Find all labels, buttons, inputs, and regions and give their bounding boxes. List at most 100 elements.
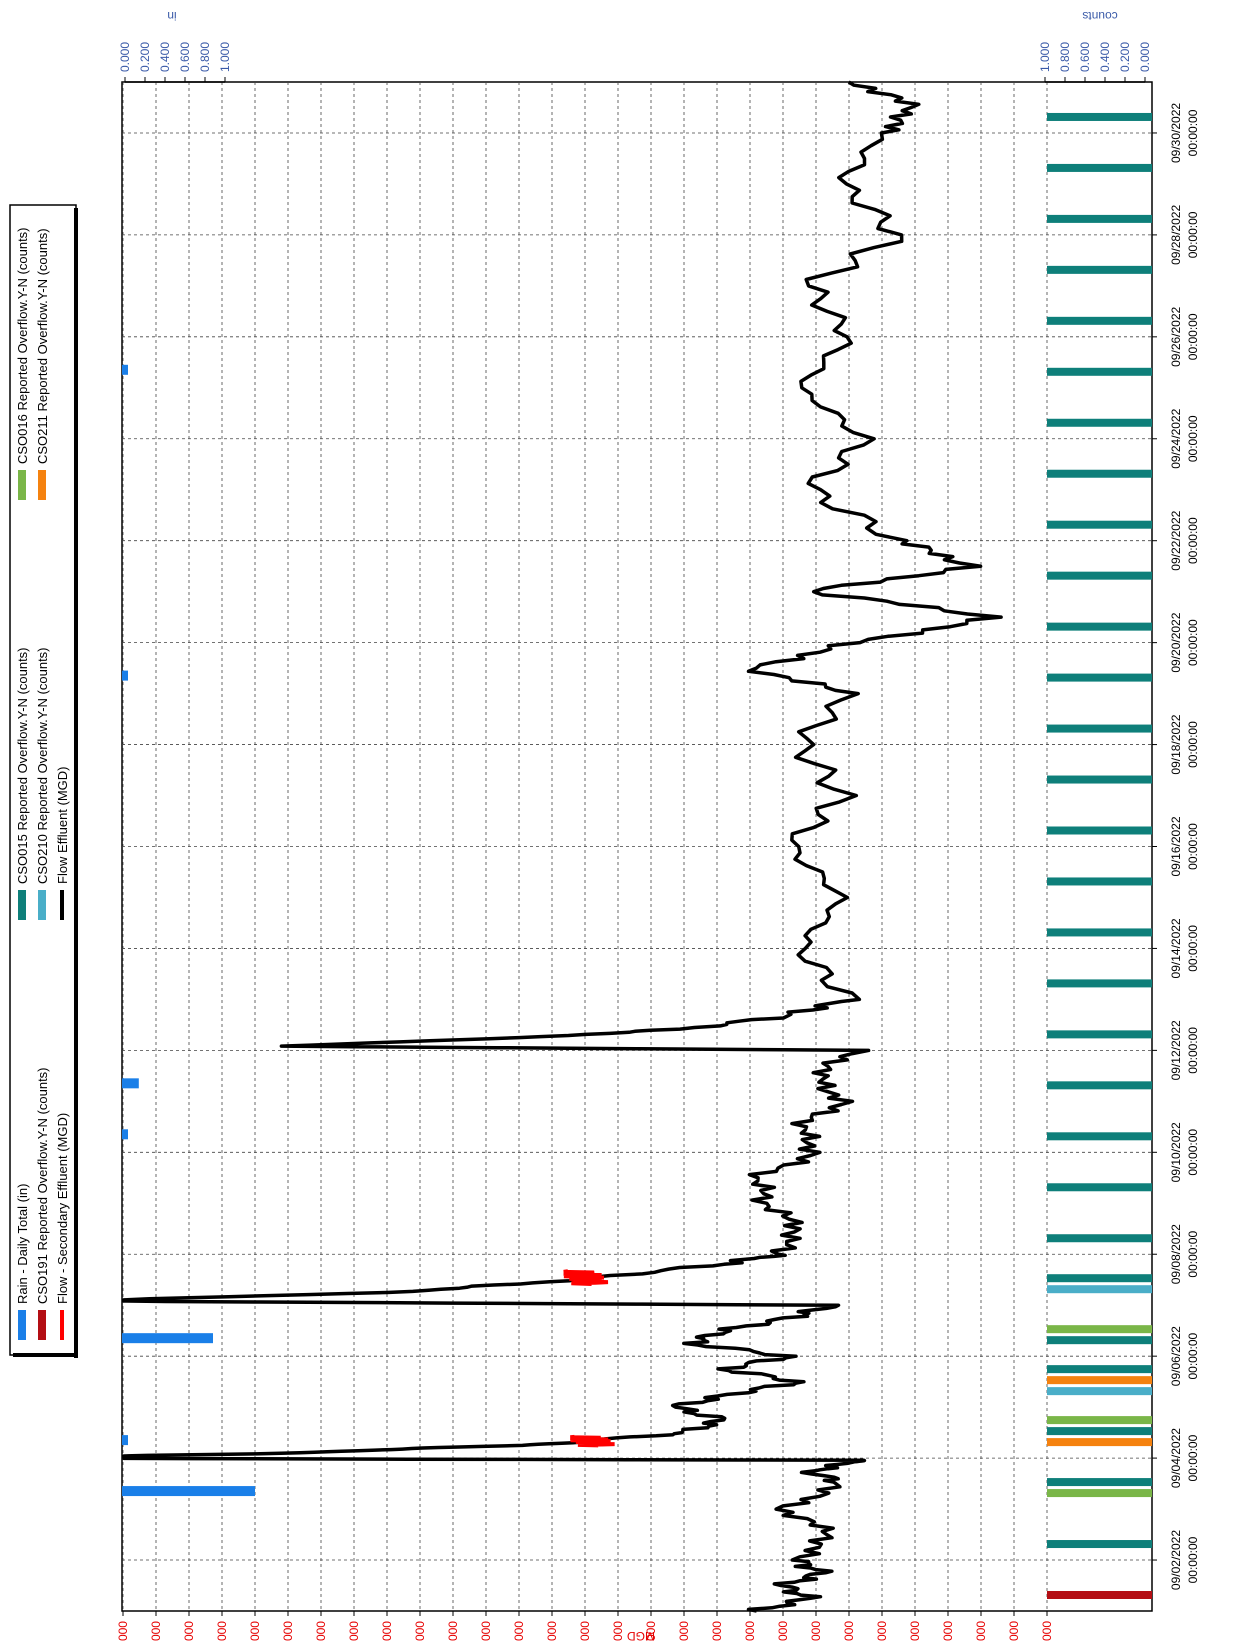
overflow-bar (1047, 418, 1152, 427)
flow-tick-label: 110.000 (677, 1621, 691, 1642)
time-tick-date: 09/08/2022 (1169, 1224, 1183, 1284)
legend-swatch (18, 890, 26, 920)
flow-tick-label: 180.000 (446, 1621, 460, 1642)
flow-tick-label: 280.000 (116, 1621, 130, 1642)
overflow-bar (1047, 1183, 1152, 1192)
time-tick-date: 09/22/2022 (1169, 510, 1183, 570)
time-tick-date: 09/26/2022 (1169, 306, 1183, 366)
flow-tick-label: 10.000 (1007, 1621, 1021, 1642)
flow-tick-label: 100.000 (710, 1621, 724, 1642)
series-flow-effluent (122, 80, 1003, 1613)
flow-tick-label: 20.000 (974, 1621, 988, 1642)
time-tick-time: 00:00:00 (1186, 925, 1200, 972)
rain-tick-label: 0.600 (178, 42, 192, 72)
time-tick-time: 00:00:00 (1186, 823, 1200, 870)
overflow-bar (1047, 724, 1152, 733)
legend-label: Flow - Secondary Effluent (MGD) (55, 1113, 70, 1304)
flow-tick-label: 30.000 (941, 1621, 955, 1642)
time-tick-time: 00:00:00 (1186, 1332, 1200, 1379)
counts-tick-label: 0.400 (1098, 42, 1112, 72)
rain-bar (122, 1129, 128, 1140)
legend: Rain - Daily Total (in) CSO191 Reported O… (9, 204, 78, 1358)
counts-axis-label: counts (1082, 9, 1117, 23)
time-tick-time: 00:00:00 (1186, 1536, 1200, 1583)
time-tick-date: 09/10/2022 (1169, 1122, 1183, 1182)
overflow-bar (1047, 469, 1152, 478)
overflow-bar (1047, 1387, 1152, 1396)
legend-label: CSO211 Reported Overflow.Y-N (counts) (35, 228, 50, 464)
time-tick-date: 09/20/2022 (1169, 612, 1183, 672)
flow-tick-label: 40.000 (908, 1621, 922, 1642)
legend-swatch (18, 470, 26, 500)
overflow-bar (1047, 367, 1152, 376)
flow-tick-label: 80.000 (776, 1621, 790, 1642)
legend-label: CSO191 Reported Overflow.Y-N (counts) (35, 1067, 50, 1304)
flow-tick-label: 160.000 (512, 1621, 526, 1642)
overflow-bar (1047, 1376, 1152, 1385)
time-tick-time: 00:00:00 (1186, 1231, 1200, 1278)
time-tick-time: 00:00:00 (1186, 211, 1200, 258)
overflow-bar (1047, 1365, 1152, 1374)
flow-tick-label: 170.000 (479, 1621, 493, 1642)
overflow-bar (1047, 877, 1152, 886)
time-tick-date: 09/30/2022 (1169, 103, 1183, 163)
time-tick-date: 09/16/2022 (1169, 816, 1183, 876)
overflow-bar (1047, 673, 1152, 682)
overflow-bar (1047, 928, 1152, 937)
legend-swatch (18, 1310, 26, 1340)
overflow-bar (1047, 1478, 1152, 1487)
overflow-bar (1047, 1438, 1152, 1447)
legend-swatch (38, 470, 46, 500)
counts-tick-label: 0.800 (1058, 42, 1072, 72)
overflow-bar (1047, 1132, 1152, 1141)
overflow-bar (1047, 316, 1152, 325)
overflow-bar (1047, 622, 1152, 631)
time-tick-date: 09/06/2022 (1169, 1326, 1183, 1386)
time-tick-date: 09/18/2022 (1169, 714, 1183, 774)
overflow-bar (1047, 265, 1152, 274)
overflow-bar (1047, 1030, 1152, 1039)
rain-tick-label: 1.000 (218, 42, 232, 72)
rain-axis-label: in (167, 9, 176, 23)
flow-tick-label: 260.000 (182, 1621, 196, 1642)
overflow-bar (1047, 1336, 1152, 1345)
flow-tick-label: 70.000 (809, 1621, 823, 1642)
time-tick-time: 00:00:00 (1186, 517, 1200, 564)
flow-tick-label: 0.000 (1040, 1621, 1054, 1642)
overflow-bar (1047, 826, 1152, 835)
plot-frame (121, 81, 1153, 1612)
flow-tick-label: 120.000 (644, 1621, 658, 1642)
flow-tick-label: 210.000 (347, 1621, 361, 1642)
time-tick-time: 00:00:00 (1186, 619, 1200, 666)
flow-tick-label: 200.000 (380, 1621, 394, 1642)
overflow-bar (1047, 1489, 1152, 1498)
counts-tick-label: 0.600 (1078, 42, 1092, 72)
axes: 0.000 10.000 20.000 30.000 40.000 50.000 60.00… (116, 9, 1200, 1642)
overflow-bar (1047, 979, 1152, 988)
flow-tick-label: 50.000 (875, 1621, 889, 1642)
flow-tick-label: 190.000 (413, 1621, 427, 1642)
legend-label: Flow Effluent (MGD) (55, 766, 70, 884)
overflow-bar (1047, 571, 1152, 580)
time-tick-date: 09/02/2022 (1169, 1530, 1183, 1590)
rain-tick-label: 0.000 (118, 42, 132, 72)
time-tick-date: 09/04/2022 (1169, 1428, 1183, 1488)
time-tick-time: 00:00:00 (1186, 415, 1200, 462)
rain-bar (122, 1486, 255, 1497)
flow-tick-label: 270.000 (149, 1621, 163, 1642)
counts-tick-label: 1.000 (1038, 42, 1052, 72)
rain-bar (122, 1078, 139, 1089)
overflow-bar (1047, 112, 1152, 121)
overflow-bar (1047, 214, 1152, 223)
flow-axis-label: MGD (627, 1629, 655, 1642)
legend-label: Rain - Daily Total (in) (15, 1184, 30, 1304)
overflow-bar (1047, 1285, 1152, 1294)
rain-bar (122, 1333, 213, 1344)
flow-tick-label: 150.000 (545, 1621, 559, 1642)
overflow-bar (1047, 520, 1152, 529)
legend-label: CSO210 Reported Overflow.Y-N (counts) (35, 647, 50, 884)
overflow-bar (1047, 1325, 1152, 1334)
time-tick-time: 00:00:00 (1186, 313, 1200, 360)
flow-tick-label: 240.000 (248, 1621, 262, 1642)
